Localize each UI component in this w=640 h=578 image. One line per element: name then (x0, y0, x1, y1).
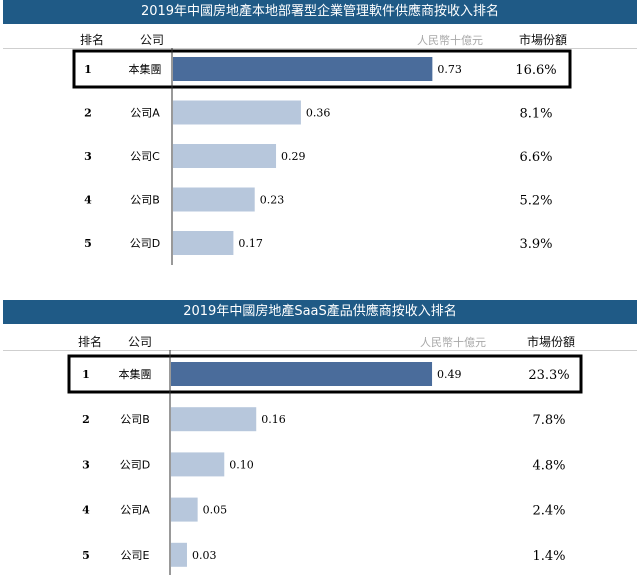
unit-label: 人民幣十億元 (417, 34, 483, 47)
company-label: 公司B (130, 194, 160, 207)
rank-label: 4 (82, 504, 90, 517)
bar (171, 452, 225, 477)
bar (171, 542, 187, 567)
company-label: 公司D (120, 458, 150, 471)
chart-panel-2: 2019年中國房地產SaaS產品供應商按收入排名 排名 公司 人民幣十億元 市場… (0, 300, 640, 578)
value-label: 0.17 (238, 237, 263, 250)
rank-label: 2 (84, 107, 92, 120)
company-header: 公司 (140, 33, 165, 47)
share-header: 市場份額 (519, 33, 568, 47)
bar-chart: 1 本集團 0.73 16.6% 2 公司A 0.36 8.1% 3 公司C 0.29 6.6% 4 公司… (72, 48, 572, 265)
share-label: 1.4% (532, 549, 565, 564)
company-label: 公司D (130, 237, 160, 250)
chart-title: 2019年中國房地產SaaS產品供應商按收入排名 (3, 300, 637, 324)
share-label: 4.8% (532, 458, 565, 473)
unit-label: 人民幣十億元 (420, 336, 486, 349)
value-label: 0.16 (261, 413, 286, 426)
share-label: 16.6% (515, 63, 556, 78)
share-header: 市場份額 (527, 335, 576, 349)
value-label: 0.49 (437, 368, 462, 381)
share-label: 2.4% (532, 504, 565, 519)
rank-label: 5 (84, 237, 92, 250)
bar (173, 100, 301, 125)
bar (171, 407, 257, 432)
rank-header: 排名 (80, 33, 105, 47)
value-label: 0.23 (260, 194, 285, 207)
bar (171, 497, 198, 522)
value-label: 0.05 (203, 504, 228, 517)
company-label: 公司A (120, 504, 150, 517)
rank-label: 3 (84, 150, 92, 163)
company-header: 公司 (128, 335, 153, 349)
rank-header: 排名 (78, 335, 103, 349)
value-label: 0.29 (281, 150, 306, 163)
header-divider (3, 350, 637, 351)
company-label: 公司E (121, 549, 150, 562)
company-label: 本集團 (119, 367, 152, 381)
rank-label: 4 (84, 194, 92, 207)
value-label: 0.03 (192, 549, 217, 562)
chart-panel-1: 2019年中國房地產本地部署型企業管理軟件供應商按收入排名 排名 公司 人民幣十… (0, 0, 640, 272)
bar-chart: 1 本集團 0.49 23.3% 2 公司B 0.16 7.8% 3 公司D 0.10 4.8% 4 公司… (67, 350, 583, 575)
value-label: 0.36 (306, 107, 331, 120)
rank-label: 3 (82, 458, 90, 471)
rank-label: 1 (84, 63, 92, 76)
company-label: 公司B (120, 413, 150, 426)
share-label: 3.9% (519, 237, 552, 252)
bar (173, 144, 277, 168)
company-label: 公司A (130, 107, 160, 120)
share-label: 8.1% (519, 107, 552, 122)
highlight-box (72, 49, 572, 89)
rank-label: 5 (82, 549, 90, 562)
bar (173, 187, 255, 212)
value-label: 0.10 (229, 458, 254, 471)
share-label: 6.6% (519, 150, 552, 165)
value-label: 0.73 (437, 63, 462, 76)
rank-label: 2 (82, 413, 90, 426)
rank-label: 1 (82, 368, 90, 381)
highlight-box (67, 354, 583, 394)
share-label: 5.2% (519, 194, 552, 209)
share-label: 23.3% (528, 368, 569, 383)
company-label: 公司C (130, 150, 160, 163)
company-label: 本集團 (129, 62, 162, 76)
bar (171, 362, 433, 386)
share-label: 7.8% (532, 413, 565, 428)
header-divider (3, 48, 637, 49)
chart-title: 2019年中國房地產本地部署型企業管理軟件供應商按收入排名 (3, 0, 637, 24)
bar (173, 231, 234, 255)
bar (173, 57, 433, 81)
